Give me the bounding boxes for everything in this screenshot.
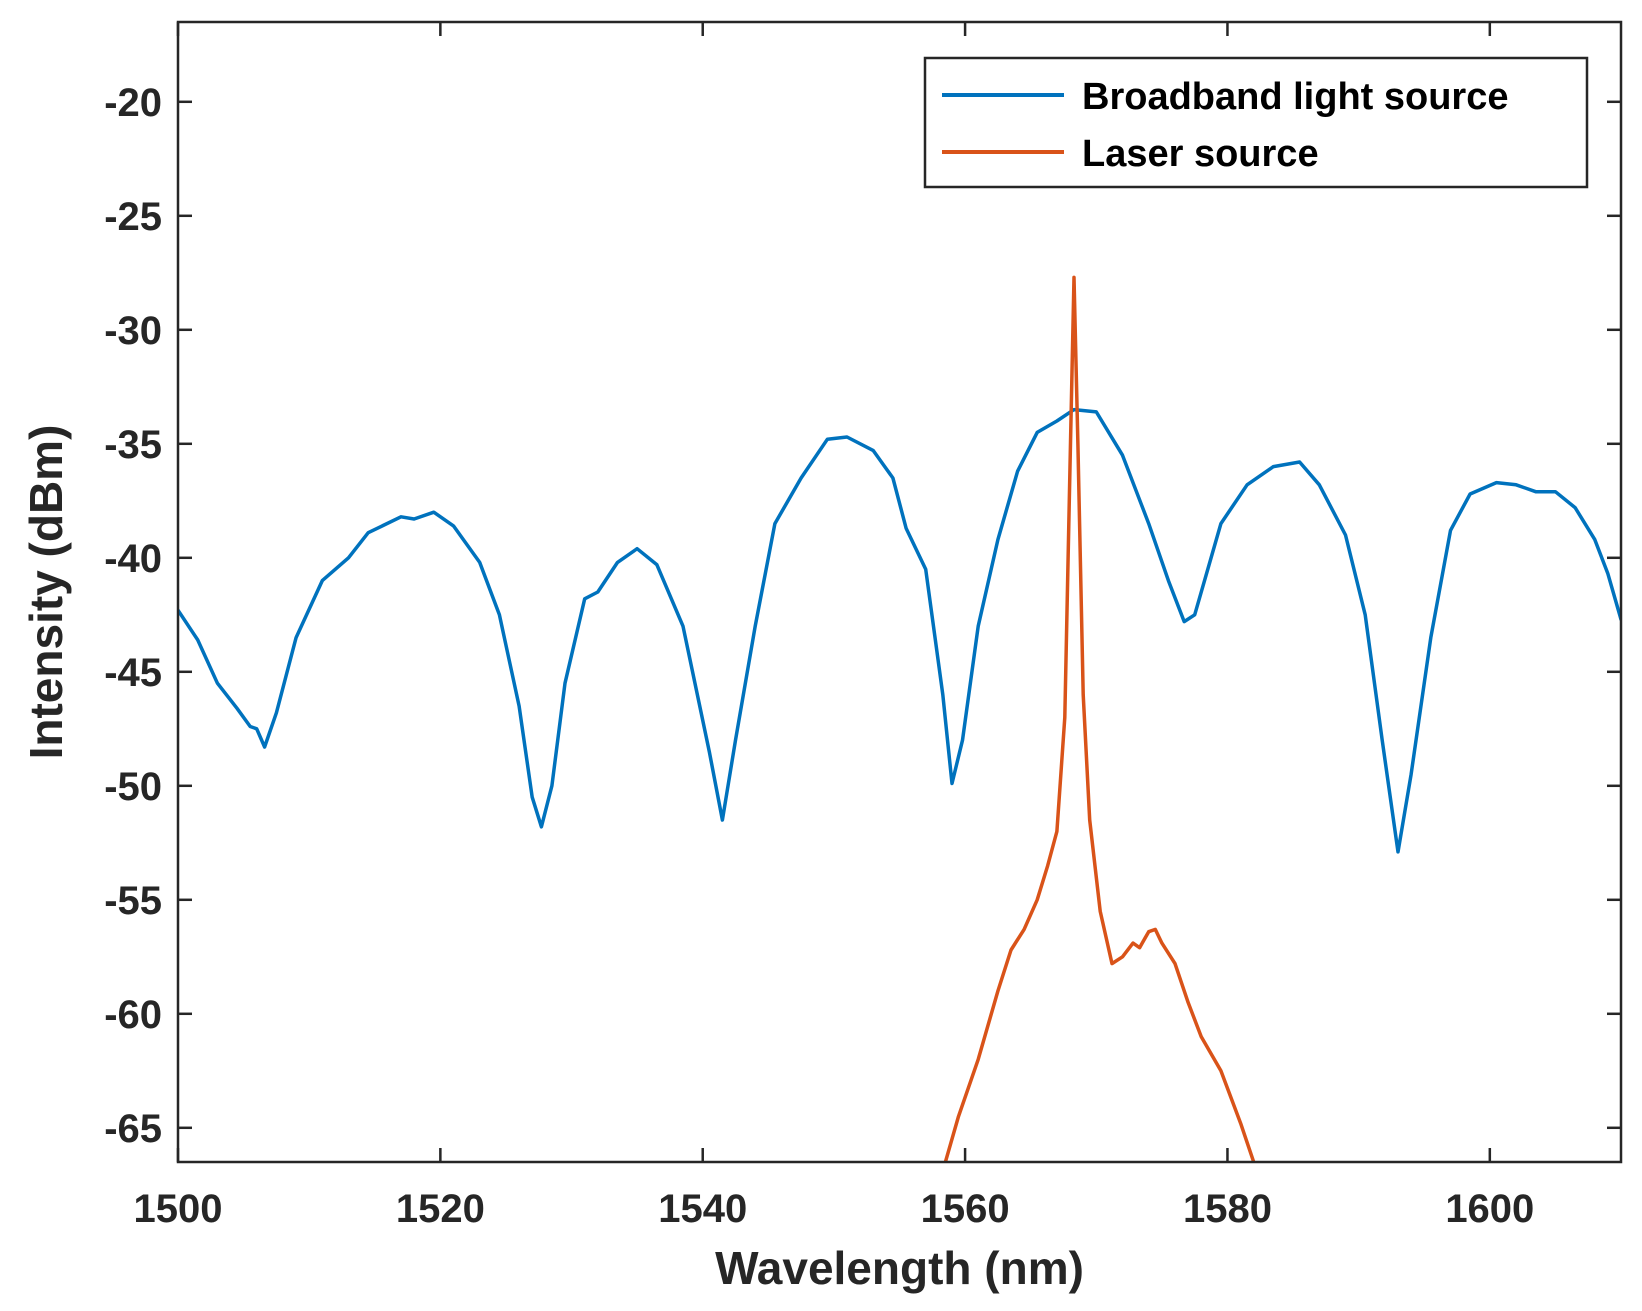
y-tick-label: -60 <box>104 993 162 1037</box>
legend: Broadband light source Laser source <box>923 56 1589 189</box>
tick-layer: 1500 1520 1540 1560 1580 1600 -20 -25 -30 -35 -40 -… <box>104 22 1621 1231</box>
x-tick-label: 1520 <box>396 1187 485 1231</box>
y-tick-label: -45 <box>104 651 162 695</box>
y-tick-label: -55 <box>104 879 162 923</box>
x-axis-title: Wavelength (nm) <box>715 1242 1084 1294</box>
y-tick-label: -50 <box>104 765 162 809</box>
x-tick-label: 1540 <box>658 1187 747 1231</box>
series-layer <box>178 275 1621 1162</box>
y-tick-label: -30 <box>104 309 162 353</box>
y-tick-label: -25 <box>104 195 162 239</box>
plot-background <box>178 22 1621 1162</box>
series-line-broadband <box>178 407 1621 854</box>
x-tick-label: 1500 <box>134 1187 223 1231</box>
y-tick-label: -20 <box>104 81 162 125</box>
legend-label-laser: Laser source <box>1082 133 1319 175</box>
legend-box <box>923 56 1589 189</box>
x-tick-label: 1560 <box>921 1187 1010 1231</box>
y-tick-label: -35 <box>104 423 162 467</box>
series-line-laser <box>943 275 1256 1162</box>
x-tick-label: 1600 <box>1445 1187 1534 1231</box>
y-axis-title: Intensity (dBm) <box>20 425 72 760</box>
x-tick-label: 1580 <box>1183 1187 1272 1231</box>
legend-label-broadband: Broadband light source <box>1082 76 1508 118</box>
axes-box <box>176 20 1623 1164</box>
y-tick-label: -40 <box>104 537 162 581</box>
y-tick-label: -65 <box>104 1107 162 1151</box>
